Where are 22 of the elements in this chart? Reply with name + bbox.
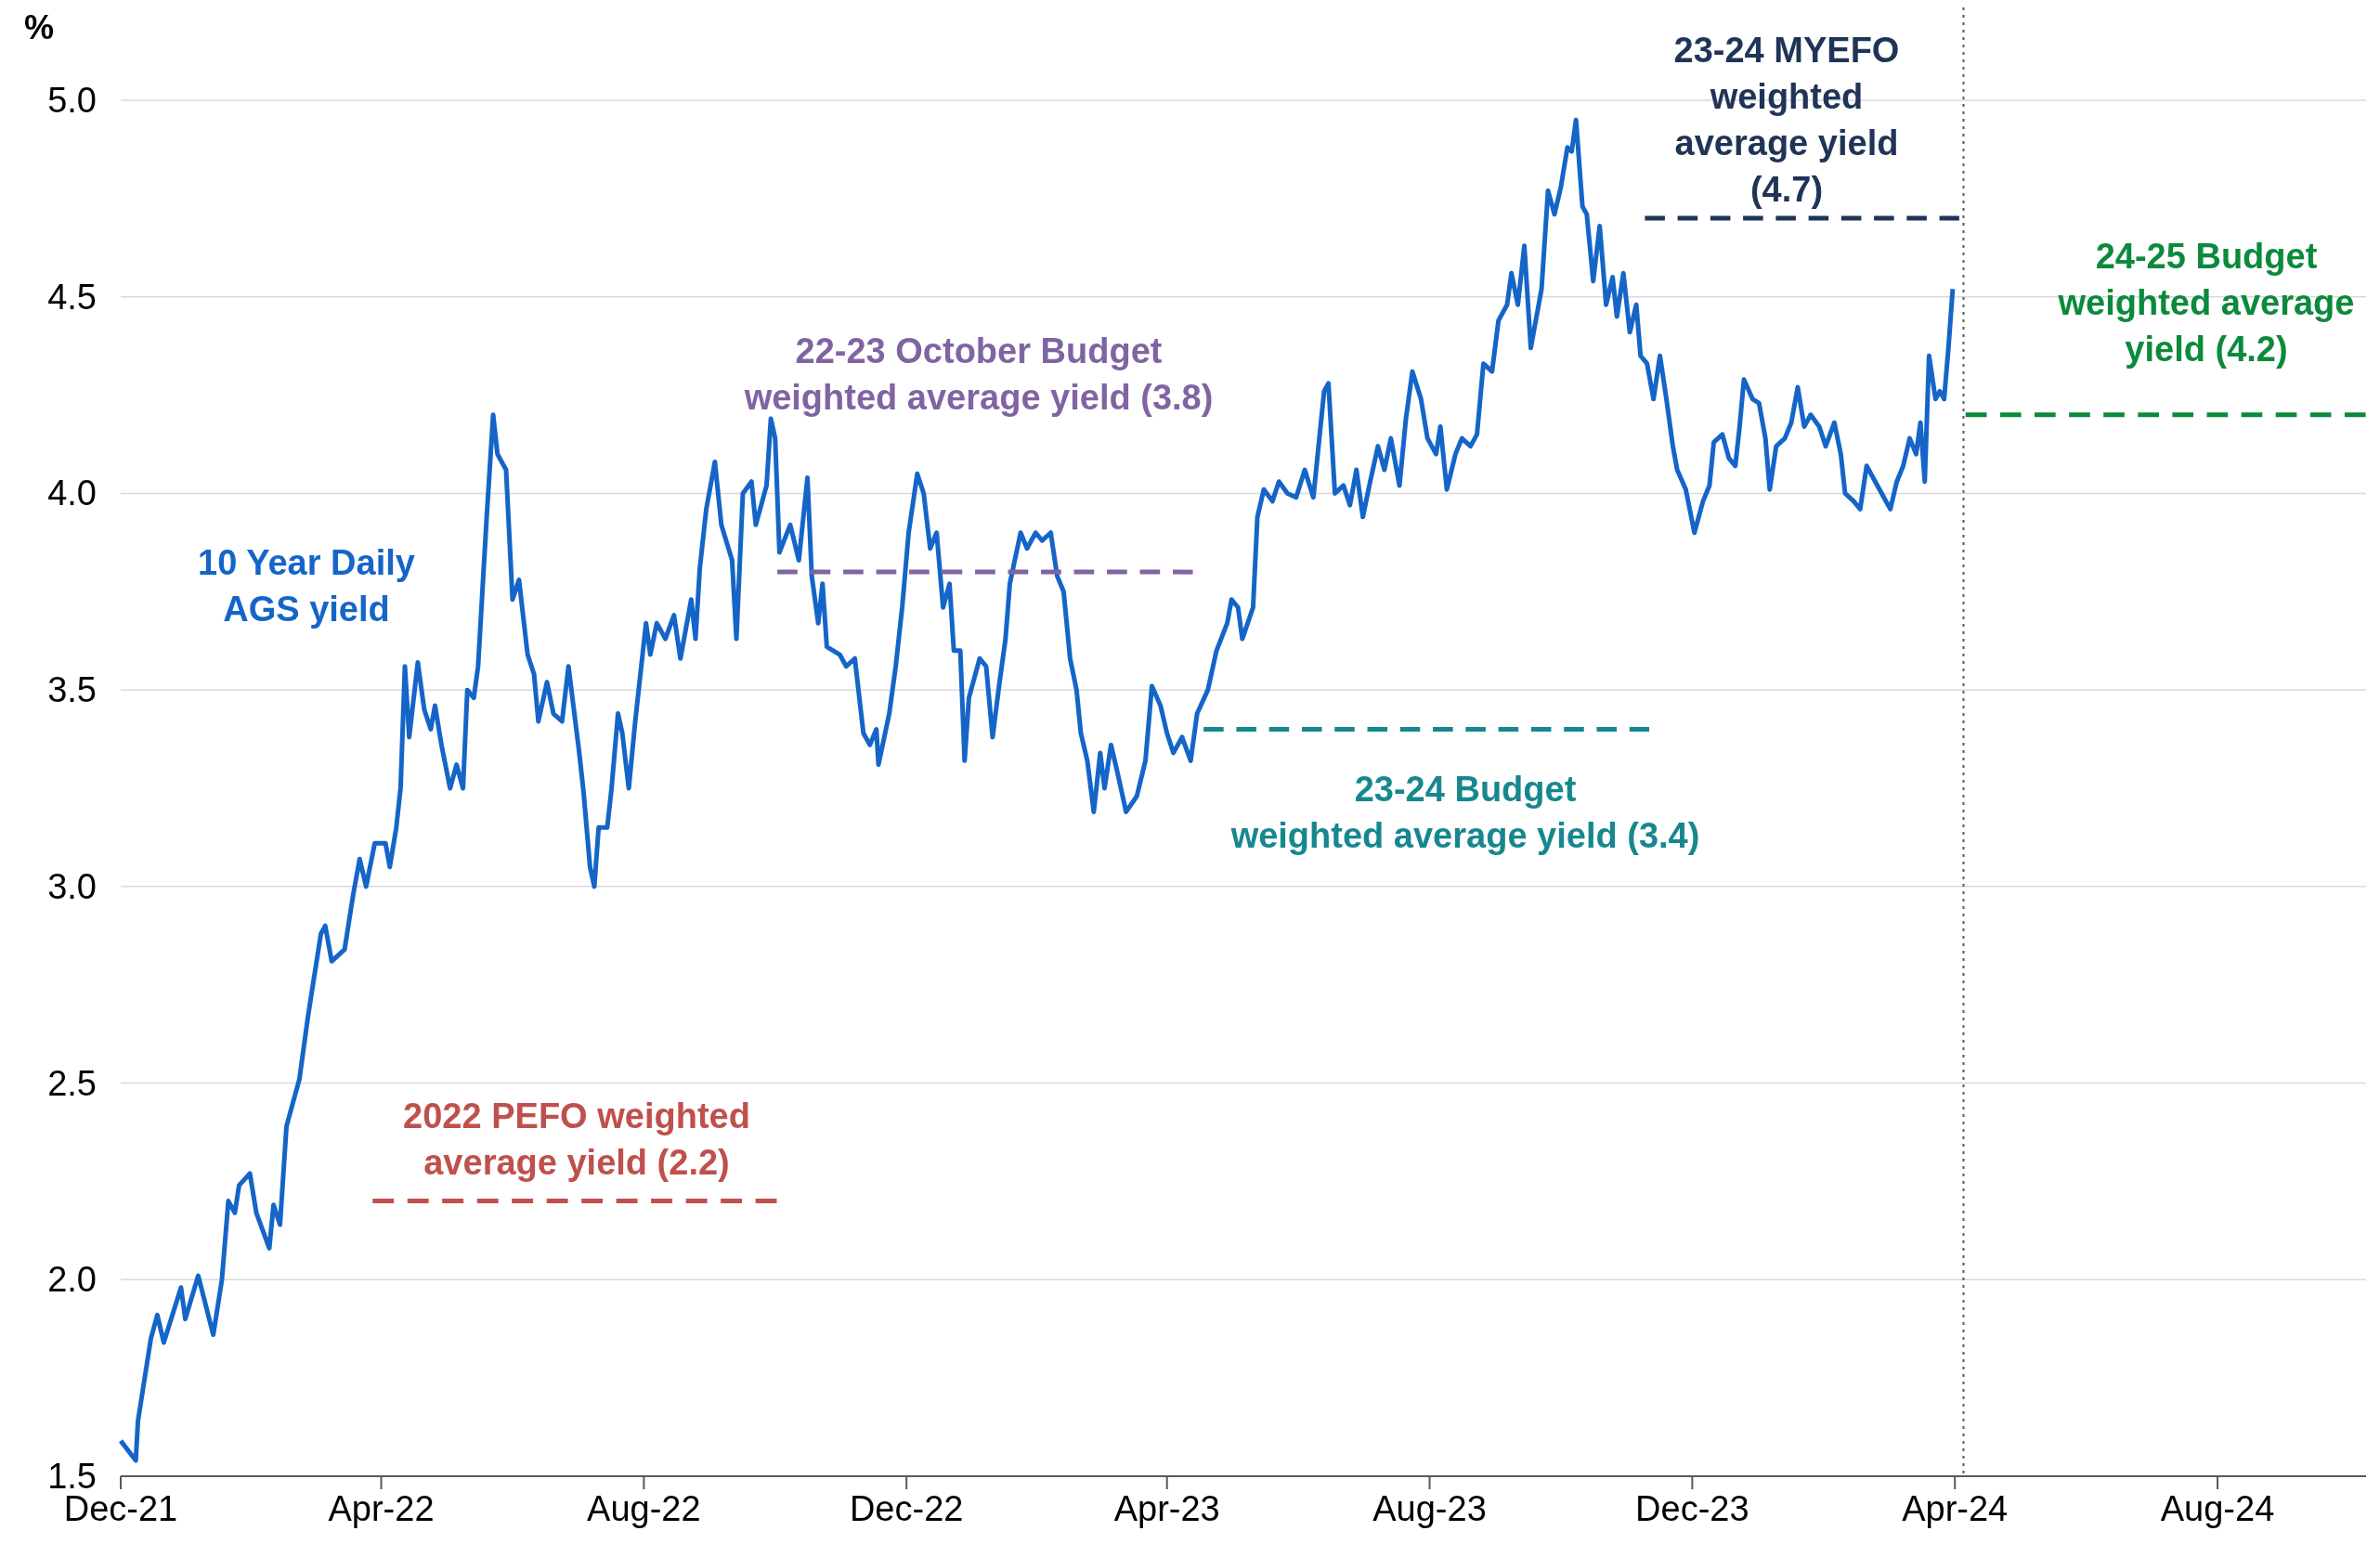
series-label: 2022 PEFO weighted average yield (2.2) bbox=[403, 1096, 750, 1182]
x-tick-label: Aug-22 bbox=[587, 1489, 701, 1528]
x-tick-label: Aug-24 bbox=[2160, 1489, 2275, 1528]
y-tick-label: 3.5 bbox=[47, 670, 97, 710]
x-tick-label: Apr-23 bbox=[1113, 1489, 1220, 1528]
x-tick-label: Dec-22 bbox=[849, 1489, 964, 1528]
series-label: 23-24 Budget weighted average yield (3.4) bbox=[1229, 770, 1700, 855]
y-tick-label: 2.5 bbox=[47, 1063, 97, 1103]
x-tick-label: Dec-23 bbox=[1635, 1489, 1749, 1528]
series-label: 24-25 Budget weighted average yield (4.2) bbox=[2057, 237, 2355, 369]
y-axis-title: % bbox=[24, 8, 55, 46]
series-label: 10 Year Daily AGS yield bbox=[198, 543, 415, 629]
y-tick-label: 3.0 bbox=[47, 866, 97, 906]
series-label: 23-24 MYEFO weighted average yield (4.7) bbox=[1673, 31, 1900, 209]
y-tick-label: 5.0 bbox=[47, 81, 97, 120]
x-tick-label: Apr-24 bbox=[1902, 1489, 2009, 1528]
y-tick-label: 4.5 bbox=[47, 277, 97, 317]
x-tick-label: Apr-22 bbox=[328, 1489, 435, 1528]
y-tick-label: 2.0 bbox=[47, 1260, 97, 1300]
x-tick-label: Aug-23 bbox=[1372, 1489, 1487, 1528]
y-tick-label: 4.0 bbox=[47, 474, 97, 513]
text: 22-23 October Budget weighted average yield (3.8) bbox=[743, 331, 1214, 417]
